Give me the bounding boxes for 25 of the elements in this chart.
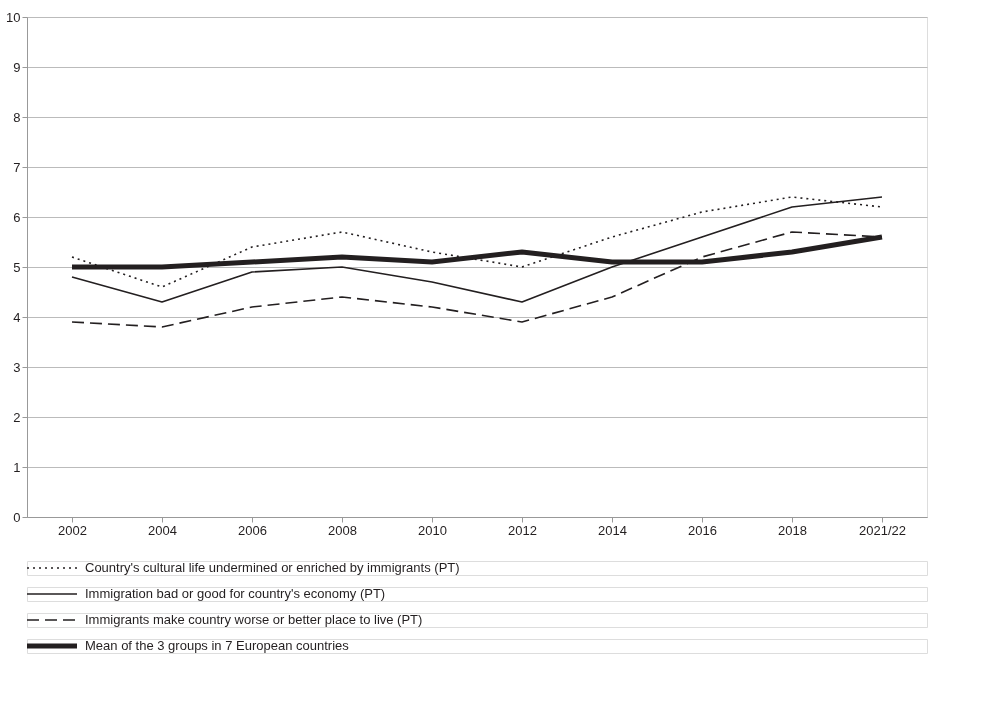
- y-tick-label: 6: [13, 209, 21, 225]
- y-tick-label: 4: [13, 309, 21, 325]
- x-tick-label: 2010: [418, 522, 447, 538]
- x-tick-label: 2002: [58, 522, 87, 538]
- x-tick-label: 2004: [148, 522, 177, 538]
- legend-label: Immigration bad or good for country's economy (PT): [85, 586, 386, 601]
- x-tick-label: 2014: [598, 522, 627, 538]
- y-tick-label: 9: [13, 59, 21, 75]
- legend-label: Mean of the 3 groups in 7 European countries: [85, 638, 350, 653]
- y-tick-label: 1: [13, 459, 21, 475]
- y-tick-label: 7: [13, 159, 21, 175]
- x-tick-label: 2021/22: [859, 522, 906, 538]
- y-tick-label: 0: [13, 509, 21, 525]
- legend-label: Immigrants make country worse or better place to live (PT): [85, 612, 423, 627]
- x-tick-label: 2008: [328, 522, 357, 538]
- x-tick-label: 2016: [688, 522, 717, 538]
- x-tick-label: 2018: [778, 522, 807, 538]
- x-tick-label: 2006: [238, 522, 267, 538]
- y-tick-label: 5: [13, 259, 21, 275]
- y-tick-label: 2: [13, 409, 21, 425]
- legend-label: Country's cultural life undermined or enriched by immigrants (PT): [85, 560, 460, 575]
- y-tick-label: 3: [13, 359, 21, 375]
- y-tick-label: 10: [6, 9, 21, 25]
- x-tick-label: 2012: [508, 522, 537, 538]
- y-tick-label: 8: [13, 109, 21, 125]
